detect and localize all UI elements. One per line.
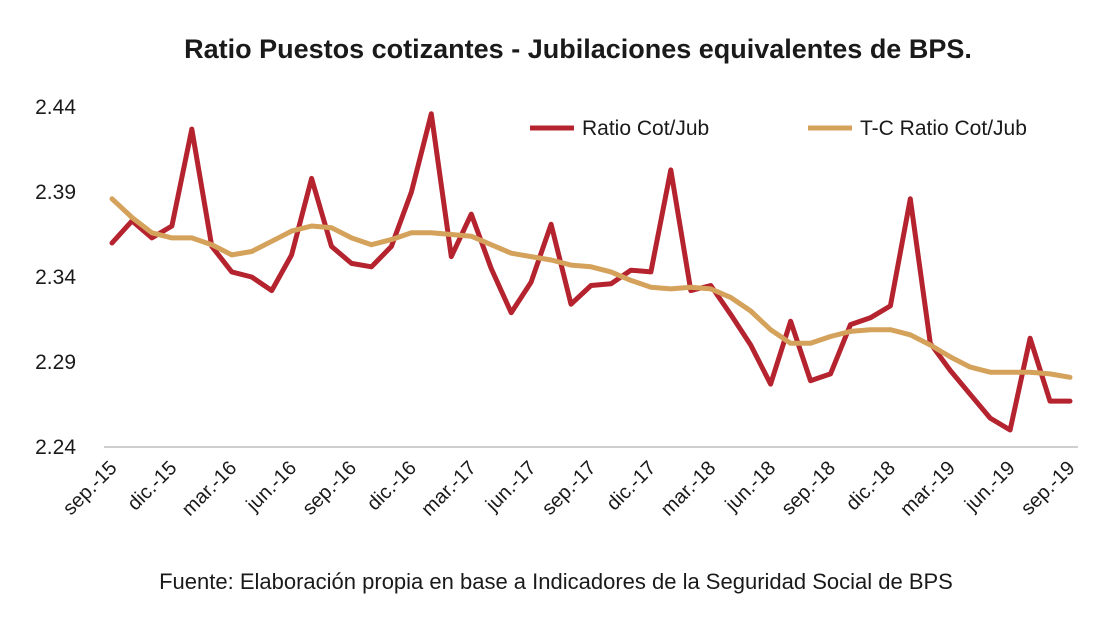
x-tick-label: sep.-18	[777, 457, 840, 520]
x-tick-label: mar.-19	[896, 457, 960, 521]
y-tick-label: 2.44	[35, 96, 76, 119]
y-tick-label: 2.34	[35, 266, 76, 289]
y-tick-label: 2.39	[35, 181, 76, 204]
x-tick-label: sep.-17	[538, 457, 601, 520]
legend: Ratio Cot/Jub T-C Ratio Cot/Jub	[530, 117, 1027, 140]
x-tick-label: mar.-17	[417, 457, 481, 521]
source-note: Fuente: Elaboración propia en base a Ind…	[159, 569, 953, 594]
x-tick-label: dic.-15	[123, 457, 181, 515]
x-tick-label: mar.-18	[657, 457, 721, 521]
x-tick-label: sep.-16	[298, 457, 361, 520]
series-lines	[109, 111, 1073, 433]
x-tick-label: sep.-19	[1017, 457, 1080, 520]
x-tick-label: dic.-18	[842, 457, 900, 515]
x-tick-label: jun.-19	[960, 457, 1020, 517]
legend-label-ratio: Ratio Cot/Jub	[582, 117, 709, 140]
series-line-ratio	[109, 111, 1073, 433]
x-tick-label: dic.-16	[363, 457, 421, 515]
legend-label-trend: T-C Ratio Cot/Jub	[860, 117, 1027, 140]
x-tick-label: dic.-17	[602, 457, 660, 515]
y-axis: 2.24 2.29 2.34 2.39 2.44	[35, 96, 76, 459]
y-tick-label: 2.24	[35, 436, 76, 459]
y-tick-label: 2.29	[35, 351, 76, 374]
x-tick-label: jun.-17	[481, 457, 541, 517]
series-line-trend	[109, 196, 1073, 380]
x-tick-label: sep.-15	[59, 457, 122, 520]
x-tick-label: jun.-16	[242, 457, 302, 517]
x-tick-label: jun.-18	[721, 457, 781, 517]
x-tick-label: mar.-16	[178, 457, 242, 521]
chart-title: Ratio Puestos cotizantes - Jubilaciones …	[184, 34, 972, 64]
